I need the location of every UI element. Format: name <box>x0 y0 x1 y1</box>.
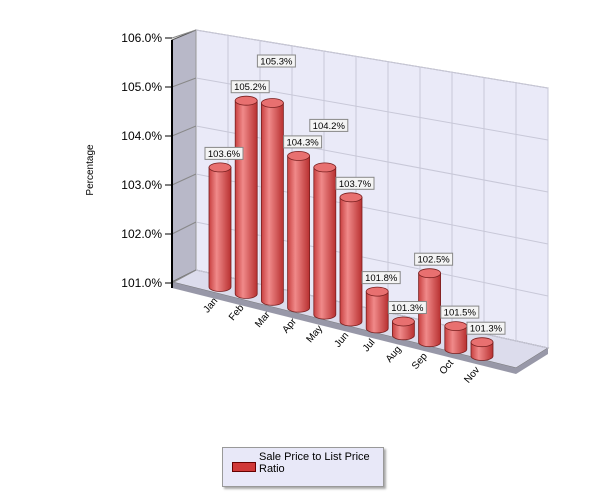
gridline-side <box>171 125 197 137</box>
x-tick-label: Nov <box>462 365 482 386</box>
data-label: 101.5% <box>444 308 477 319</box>
bar-top <box>418 268 442 279</box>
data-label-group: 101.5% <box>440 305 480 319</box>
bar <box>339 192 363 327</box>
bar-top <box>234 95 258 106</box>
bar-body <box>339 196 363 327</box>
bar <box>208 162 232 292</box>
data-label-box <box>230 80 270 94</box>
gridline-side <box>171 221 197 235</box>
data-label: 101.8% <box>365 273 398 284</box>
data-label: 101.3% <box>470 324 503 335</box>
data-label-box <box>440 305 480 319</box>
data-label-box <box>309 118 349 132</box>
data-label: 105.2% <box>234 82 267 93</box>
y-tick-label: 104.0% <box>121 129 162 143</box>
bar-body <box>470 341 494 361</box>
bar-top <box>208 162 232 173</box>
data-label-group: 102.5% <box>414 252 454 266</box>
x-tick-label: May <box>305 323 326 345</box>
data-label-box <box>387 301 427 314</box>
legend-swatch <box>232 462 256 472</box>
bar <box>234 95 258 299</box>
bar-body <box>261 102 284 306</box>
data-label-box <box>414 252 454 266</box>
bar-top <box>339 192 363 203</box>
data-label: 102.5% <box>417 255 450 266</box>
bar-body <box>365 291 389 334</box>
bar-body <box>234 100 258 299</box>
bar-top <box>444 321 468 332</box>
bar-body <box>287 155 310 313</box>
bar <box>418 268 442 348</box>
gridline <box>195 29 549 89</box>
data-label-group: 101.3% <box>466 321 506 335</box>
bar <box>391 316 415 341</box>
bar <box>444 321 468 354</box>
data-label-box <box>466 321 506 335</box>
data-label: 103.7% <box>339 179 372 190</box>
bar-body <box>418 272 441 348</box>
data-label-group: 105.3% <box>256 54 296 68</box>
y-tick-label: 103.0% <box>121 178 162 192</box>
bar-top <box>391 316 415 327</box>
bar <box>260 98 284 306</box>
data-label-box <box>361 271 401 285</box>
bar <box>470 337 494 361</box>
gridline-side <box>171 77 197 88</box>
data-label-box <box>256 54 296 68</box>
data-label-box <box>204 146 244 160</box>
data-label-group: 103.7% <box>335 176 375 190</box>
data-label-group: 101.3% <box>387 301 427 314</box>
y-tick-label: 102.0% <box>121 227 162 241</box>
gridline-side <box>171 269 197 284</box>
data-label-group: 101.8% <box>361 271 401 285</box>
legend: Sale Price to List Price Ratio <box>222 447 384 487</box>
data-label: 104.3% <box>286 137 319 148</box>
x-tick-label: Sep <box>410 351 430 372</box>
bar-top <box>365 286 389 297</box>
bar <box>313 162 337 320</box>
bar-body <box>313 167 337 320</box>
bar-top <box>313 162 337 173</box>
data-label-box <box>283 135 323 149</box>
bar-top <box>287 150 311 161</box>
gridline-side <box>171 29 197 39</box>
data-label: 103.6% <box>208 149 241 160</box>
data-label: 104.2% <box>313 121 346 132</box>
data-label-box <box>335 176 375 190</box>
floor-edge <box>172 282 516 374</box>
bar <box>365 286 389 334</box>
y-tick-label: 105.0% <box>121 80 162 94</box>
left-wall <box>171 29 197 283</box>
x-tick-label: Jul <box>361 337 378 354</box>
y-tick-label: 106.0% <box>121 31 162 45</box>
bar <box>287 150 311 313</box>
bar-body <box>208 167 232 292</box>
data-label: 101.3% <box>391 303 424 314</box>
data-label-group: 104.2% <box>309 118 349 132</box>
bar-top <box>470 337 494 348</box>
x-tick-label: Jun <box>333 330 352 349</box>
x-tick-label: Oct <box>438 358 457 377</box>
data-label-group: 104.3% <box>283 135 323 149</box>
floor-edge-right <box>516 348 548 374</box>
legend-label: Sale Price to List Price Ratio <box>259 451 370 475</box>
x-tick-label: Aug <box>384 344 404 365</box>
bar-body <box>444 325 468 354</box>
bar-body <box>392 321 415 341</box>
data-label-group: 103.6% <box>204 146 244 160</box>
y-tick-label: 101.0% <box>121 276 162 290</box>
data-label: 105.3% <box>260 57 293 68</box>
gridline-side <box>171 173 197 186</box>
data-label-group: 105.2% <box>230 80 270 94</box>
y-axis-label: Percentage <box>85 144 96 196</box>
bar-top <box>260 98 284 108</box>
